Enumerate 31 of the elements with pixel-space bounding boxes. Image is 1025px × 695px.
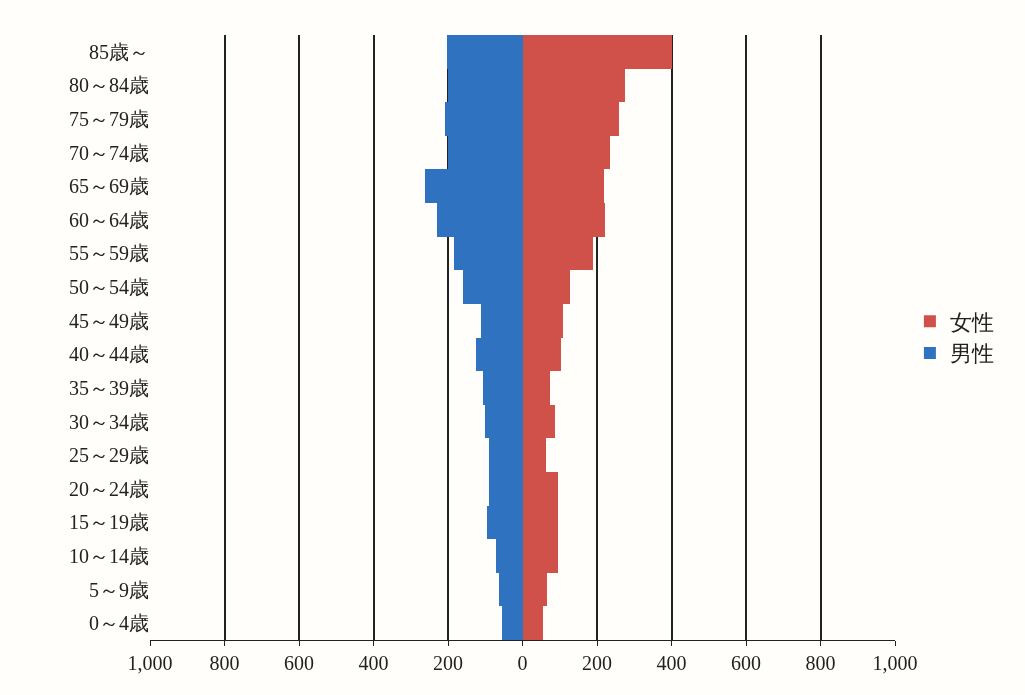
x-tick-label: 800 xyxy=(209,652,240,674)
legend-label: 男性 xyxy=(949,341,994,367)
y-tick-label: 70～74歳 xyxy=(69,141,149,164)
legend-label: 女性 xyxy=(949,309,994,335)
x-tick-label: 600 xyxy=(731,652,761,674)
x-tick-label: 0 xyxy=(517,652,528,674)
x-tick-label: 1,000 xyxy=(872,652,918,674)
x-tick-label: 800 xyxy=(805,652,836,674)
y-tick-label: 35～39歳 xyxy=(69,376,149,399)
x-tick-label: 400 xyxy=(656,652,687,674)
y-tick-label: 85歳～ xyxy=(89,40,149,63)
y-tick-label: 60～64歳 xyxy=(69,208,149,231)
y-tick-label: 20～24歳 xyxy=(69,477,149,500)
y-tick-label: 75～79歳 xyxy=(69,108,149,131)
x-tick-label: 1,000 xyxy=(127,652,173,674)
y-tick-label: 45～49歳 xyxy=(69,309,149,332)
x-tick-label: 200 xyxy=(582,652,612,674)
y-tick-label: 25～29歳 xyxy=(69,444,149,467)
y-tick-label: 80～84歳 xyxy=(69,74,149,97)
x-tick-label: 400 xyxy=(358,652,389,674)
y-tick-label: 10～14歳 xyxy=(69,544,149,567)
y-tick-label: 40～44歳 xyxy=(69,343,149,366)
y-tick-label: 50～54歳 xyxy=(69,276,149,299)
y-tick-label: 15～19歳 xyxy=(69,511,149,534)
y-tick-label: 30～34歳 xyxy=(69,410,149,433)
x-tick-label: 200 xyxy=(433,652,463,674)
x-tick-label: 600 xyxy=(284,652,314,674)
y-tick-label: 55～59歳 xyxy=(69,242,149,265)
y-tick-label: 5～9歳 xyxy=(89,578,149,601)
y-tick-label: 0～4歳 xyxy=(89,612,149,635)
y-tick-label: 65～69歳 xyxy=(69,175,149,198)
